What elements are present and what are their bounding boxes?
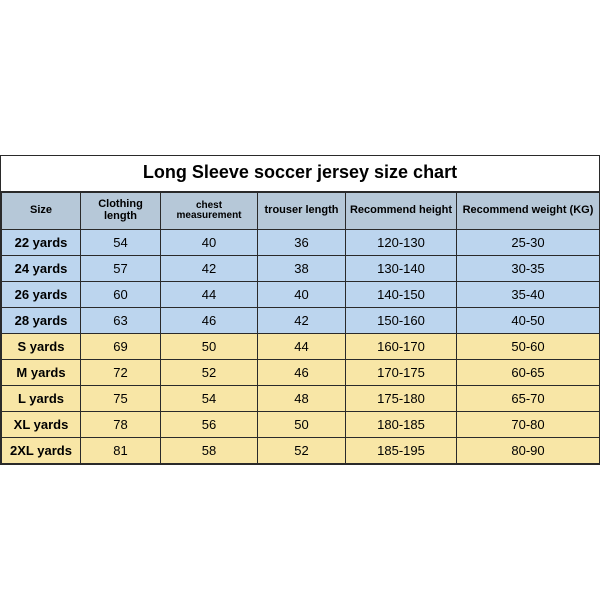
cell-chest: 52 (161, 360, 258, 386)
cell-trouser: 46 (258, 360, 346, 386)
cell-weight: 80-90 (457, 438, 600, 464)
cell-height: 120-130 (346, 230, 457, 256)
cell-clothing: 81 (81, 438, 161, 464)
col-rec-weight: Recommend weight (KG) (457, 193, 600, 230)
header-label: chest measurement (163, 201, 255, 222)
header-label: trouser length (265, 205, 339, 217)
table-row: 28 yards 63 46 42 150-160 40-50 (2, 308, 600, 334)
size-chart-container: Long Sleeve soccer jersey size chart Siz… (0, 155, 600, 465)
cell-clothing: 75 (81, 386, 161, 412)
col-trouser: trouser length (258, 193, 346, 230)
cell-size: 28 yards (2, 308, 81, 334)
cell-height: 170-175 (346, 360, 457, 386)
cell-chest: 56 (161, 412, 258, 438)
table-row: 24 yards 57 42 38 130-140 30-35 (2, 256, 600, 282)
table-row: S yards 69 50 44 160-170 50-60 (2, 334, 600, 360)
cell-clothing: 78 (81, 412, 161, 438)
cell-weight: 30-35 (457, 256, 600, 282)
cell-chest: 54 (161, 386, 258, 412)
cell-trouser: 42 (258, 308, 346, 334)
cell-height: 130-140 (346, 256, 457, 282)
table-row: 22 yards 54 40 36 120-130 25-30 (2, 230, 600, 256)
cell-trouser: 50 (258, 412, 346, 438)
table-row: XL yards 78 56 50 180-185 70-80 (2, 412, 600, 438)
cell-trouser: 40 (258, 282, 346, 308)
col-chest: chest measurement (161, 193, 258, 230)
cell-clothing: 69 (81, 334, 161, 360)
size-chart-table: Size Clothing length chest measurement t… (1, 192, 600, 464)
cell-size: 2XL yards (2, 438, 81, 464)
cell-size: L yards (2, 386, 81, 412)
cell-chest: 44 (161, 282, 258, 308)
col-clothing-length: Clothing length (81, 193, 161, 230)
table-row: 2XL yards 81 58 52 185-195 80-90 (2, 438, 600, 464)
table-head: Size Clothing length chest measurement t… (2, 193, 600, 230)
chart-title: Long Sleeve soccer jersey size chart (1, 156, 599, 192)
cell-size: 26 yards (2, 282, 81, 308)
cell-chest: 40 (161, 230, 258, 256)
cell-clothing: 63 (81, 308, 161, 334)
cell-chest: 50 (161, 334, 258, 360)
col-rec-height: Recommend height (346, 193, 457, 230)
cell-weight: 35-40 (457, 282, 600, 308)
header-label: Clothing length (83, 199, 158, 222)
header-label: Size (30, 205, 52, 217)
cell-weight: 65-70 (457, 386, 600, 412)
cell-chest: 46 (161, 308, 258, 334)
cell-weight: 40-50 (457, 308, 600, 334)
cell-trouser: 48 (258, 386, 346, 412)
cell-clothing: 60 (81, 282, 161, 308)
header-label: Recommend weight (KG) (463, 205, 594, 217)
cell-height: 180-185 (346, 412, 457, 438)
cell-weight: 25-30 (457, 230, 600, 256)
table-body: 22 yards 54 40 36 120-130 25-30 24 yards… (2, 230, 600, 464)
header-row: Size Clothing length chest measurement t… (2, 193, 600, 230)
cell-clothing: 54 (81, 230, 161, 256)
header-label: Recommend height (350, 205, 452, 217)
cell-chest: 58 (161, 438, 258, 464)
cell-chest: 42 (161, 256, 258, 282)
cell-trouser: 36 (258, 230, 346, 256)
cell-trouser: 52 (258, 438, 346, 464)
cell-height: 185-195 (346, 438, 457, 464)
cell-weight: 70-80 (457, 412, 600, 438)
cell-size: S yards (2, 334, 81, 360)
canvas: { "chart": { "title": "Long Sleeve socce… (0, 0, 600, 600)
cell-height: 150-160 (346, 308, 457, 334)
cell-height: 175-180 (346, 386, 457, 412)
cell-weight: 60-65 (457, 360, 600, 386)
cell-weight: 50-60 (457, 334, 600, 360)
cell-height: 140-150 (346, 282, 457, 308)
cell-size: XL yards (2, 412, 81, 438)
cell-trouser: 38 (258, 256, 346, 282)
table-row: 26 yards 60 44 40 140-150 35-40 (2, 282, 600, 308)
cell-clothing: 72 (81, 360, 161, 386)
cell-size: M yards (2, 360, 81, 386)
cell-clothing: 57 (81, 256, 161, 282)
cell-trouser: 44 (258, 334, 346, 360)
table-row: L yards 75 54 48 175-180 65-70 (2, 386, 600, 412)
cell-height: 160-170 (346, 334, 457, 360)
cell-size: 24 yards (2, 256, 81, 282)
cell-size: 22 yards (2, 230, 81, 256)
col-size: Size (2, 193, 81, 230)
table-row: M yards 72 52 46 170-175 60-65 (2, 360, 600, 386)
